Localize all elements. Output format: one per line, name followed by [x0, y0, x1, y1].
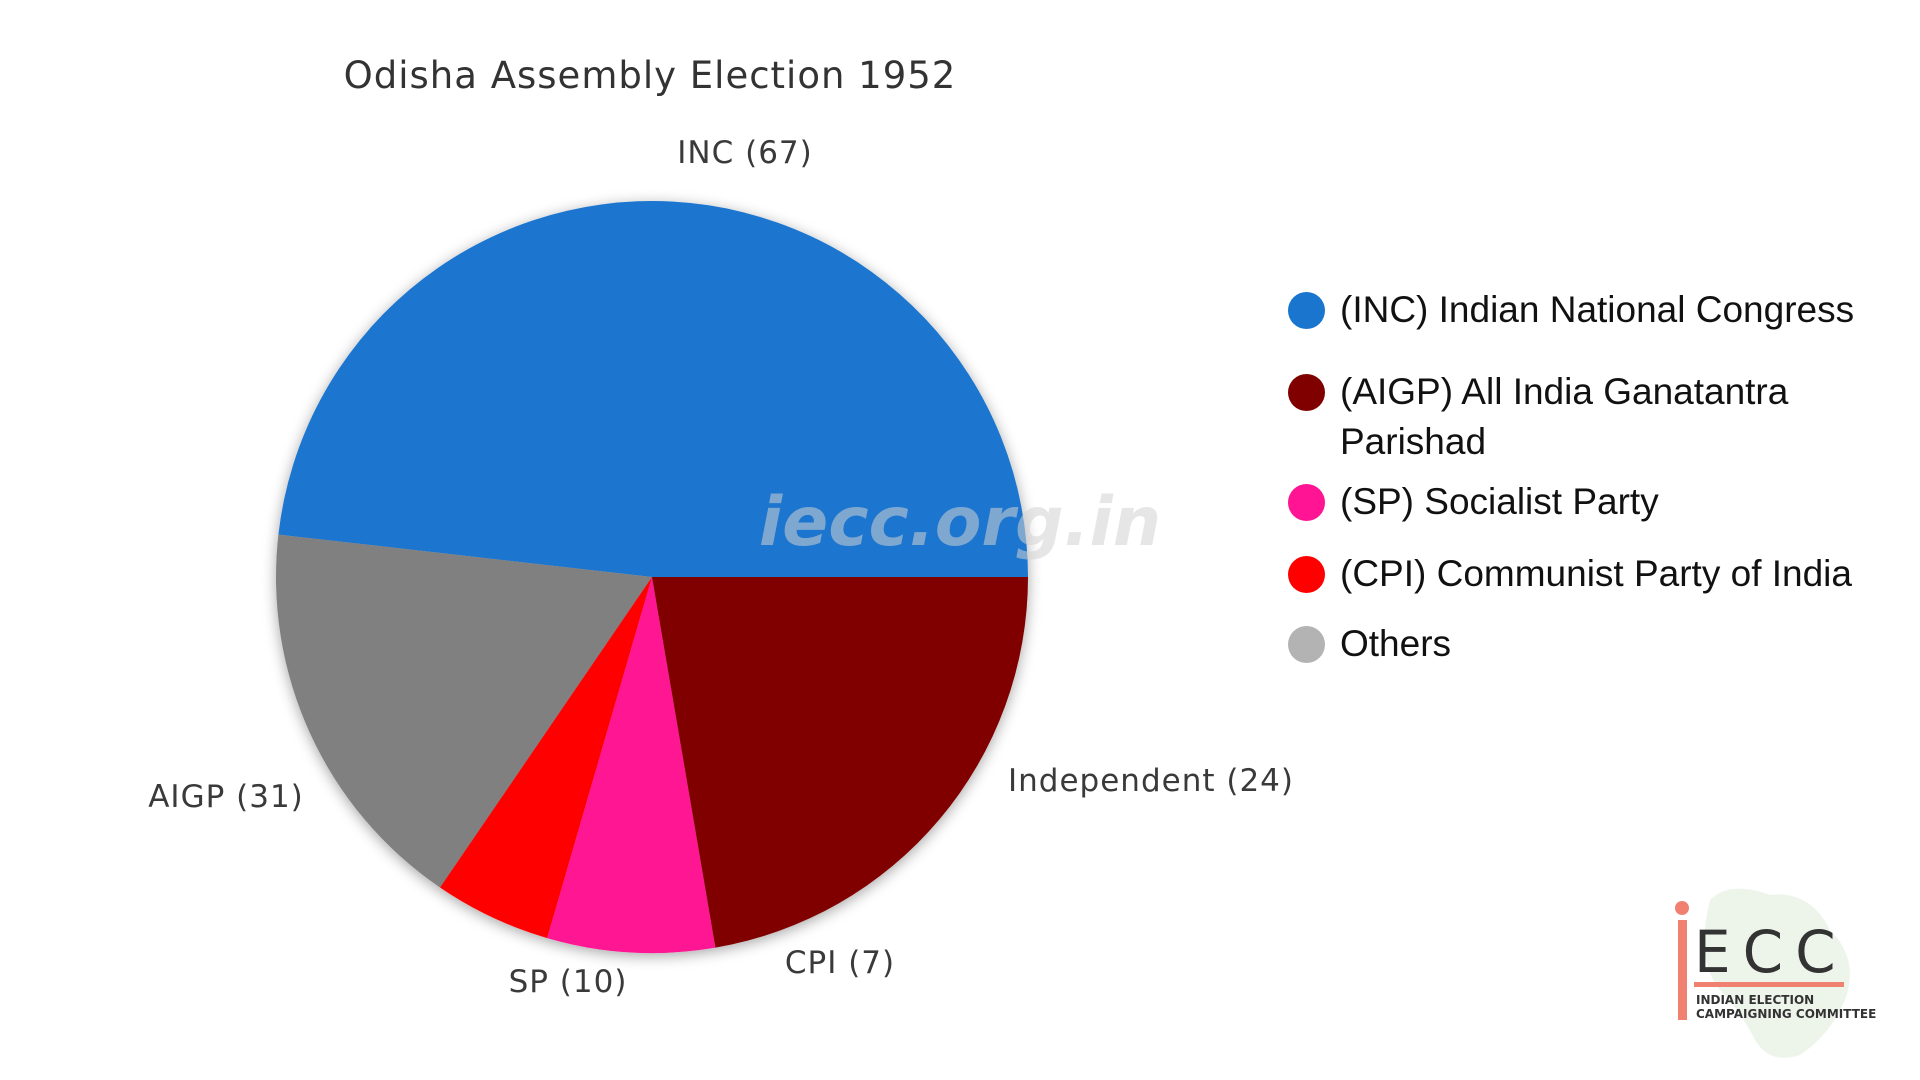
legend: (INC) Indian National Congress (AIGP) All…: [1288, 285, 1920, 669]
pie-slices: [276, 201, 1028, 953]
legend-item: (CPI) Communist Party of India: [1288, 549, 1920, 599]
pie-slice-cpi: [440, 577, 652, 939]
slice-label-independent: Independent (24): [1008, 763, 1294, 799]
logo-letters: ECC: [1694, 918, 1848, 986]
legend-label: Others: [1340, 623, 1452, 664]
pie-slice-sp: [547, 577, 716, 953]
legend-label: (INC) Indian National Congress: [1340, 289, 1855, 330]
legend-dot: [1288, 292, 1325, 329]
legend-item: (SP) Socialist Party: [1288, 477, 1920, 527]
legend-label: (AIGP) All India Ganatantra Parishad: [1340, 371, 1789, 462]
legend-dot: [1288, 556, 1325, 593]
legend-dot: [1288, 626, 1325, 663]
logo-line2: CAMPAIGNING COMMITTEE: [1696, 1007, 1876, 1021]
iecc-logo: ECC INDIAN ELECTION CAMPAIGNING COMMITTE…: [1660, 860, 1890, 1070]
legend-item: (AIGP) All India Ganatantra Parishad: [1288, 367, 1920, 467]
legend-label: (SP) Socialist Party: [1340, 481, 1659, 522]
pie-slice-aigp: [652, 577, 1028, 948]
watermark: iecc.org.in: [759, 483, 1161, 562]
chart-title: Odisha Assembly Election 1952: [344, 54, 957, 97]
slice-label-inc: INC (67): [677, 135, 812, 171]
legend-item: Others: [1288, 619, 1920, 669]
legend-dot: [1288, 484, 1325, 521]
pie-slice-inc: [278, 201, 1028, 577]
slice-label-aigp: AIGP (31): [148, 779, 304, 815]
slice-labels: INC (67) Independent (24) CPI (7) SP (10) AI…: [148, 135, 1294, 1000]
legend-dot: [1288, 374, 1325, 411]
slice-label-cpi: CPI (7): [785, 945, 895, 981]
slice-label-sp: SP (10): [509, 964, 628, 1000]
legend-item: (INC) Indian National Congress: [1288, 285, 1920, 335]
legend-label: (CPI) Communist Party of India: [1340, 553, 1852, 594]
logo-line1: INDIAN ELECTION: [1696, 993, 1814, 1007]
pie-slice-independent: [276, 534, 652, 888]
